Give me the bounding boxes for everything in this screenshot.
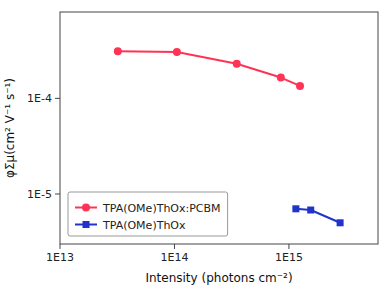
legend-label: TPA(OMe)ThOx:PCBM xyxy=(102,202,221,215)
data-point xyxy=(337,219,344,226)
axes: 1E13 1E14 1E15 1E-5 1E-4 xyxy=(27,92,303,264)
plot-frame xyxy=(60,12,378,244)
series xyxy=(292,205,343,226)
data-point xyxy=(277,74,285,82)
data-point xyxy=(173,48,181,56)
x-tick-label: 1E14 xyxy=(160,251,188,264)
y-axis-label: φΣμ(cm² V⁻¹ s⁻¹) xyxy=(3,78,17,178)
legend-label: TPA(OMe)ThOx xyxy=(102,219,186,232)
x-tick xyxy=(60,244,61,249)
x-tick xyxy=(174,244,175,249)
x-tick xyxy=(288,244,289,249)
data-point xyxy=(307,207,314,214)
series-line xyxy=(296,209,340,223)
y-tick xyxy=(55,193,60,194)
legend-marker xyxy=(83,221,90,228)
x-axis-label: Intensity (photons cm⁻²) xyxy=(145,271,292,285)
y-tick xyxy=(55,98,60,99)
legend: TPA(OMe)ThOx:PCBM TPA(OMe)ThOx xyxy=(68,192,228,236)
chart: 1E13 1E14 1E15 1E-5 1E-4 Intensity (photons c… xyxy=(0,0,392,290)
series xyxy=(114,47,304,90)
data-point xyxy=(233,60,241,68)
data-point xyxy=(296,82,304,90)
data-point xyxy=(114,47,122,55)
series-line xyxy=(118,51,300,86)
data-point xyxy=(292,205,299,212)
y-tick-label: 1E-4 xyxy=(27,92,52,105)
legend-box xyxy=(68,192,228,236)
x-tick-label: 1E15 xyxy=(275,251,303,264)
y-tick-label: 1E-5 xyxy=(27,188,52,201)
x-tick-label: 1E13 xyxy=(46,251,74,264)
legend-marker xyxy=(82,204,90,212)
